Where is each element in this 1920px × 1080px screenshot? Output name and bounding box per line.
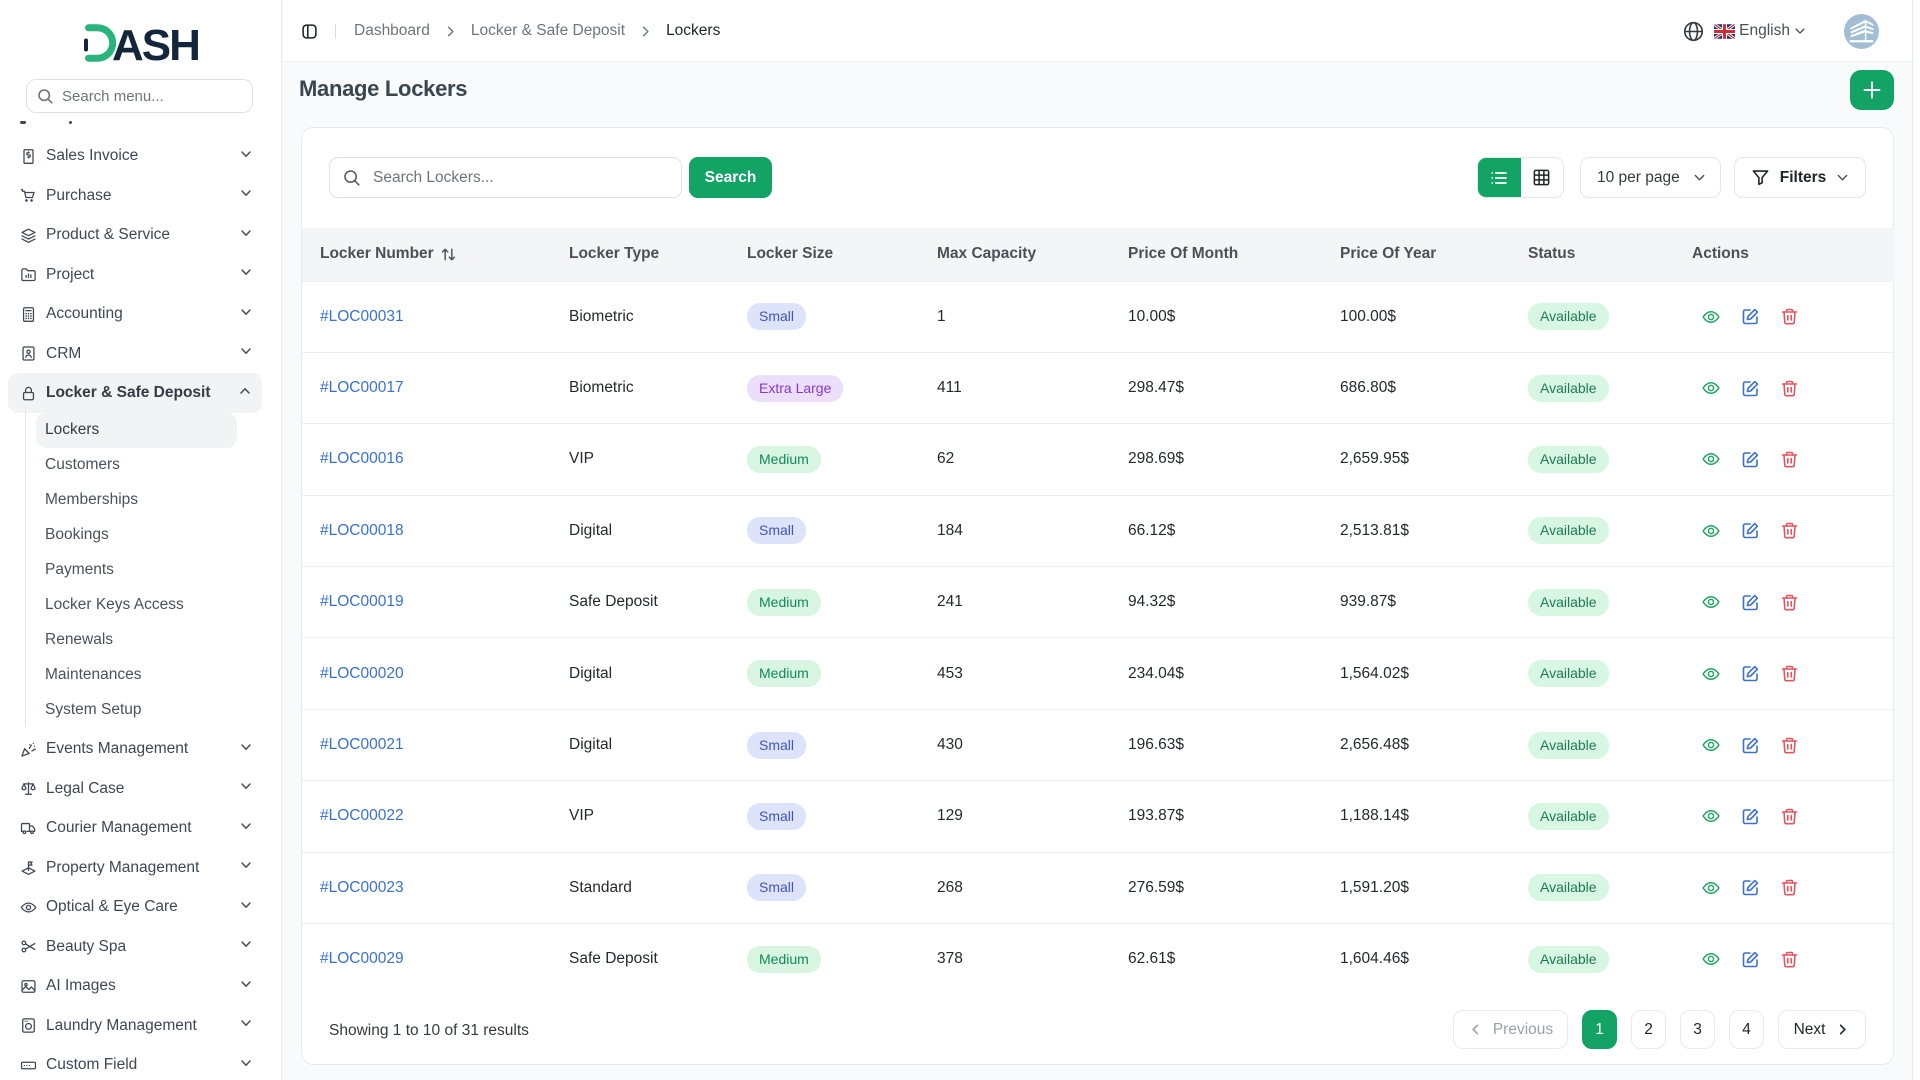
svg-text:ASH: ASH [112,22,199,64]
